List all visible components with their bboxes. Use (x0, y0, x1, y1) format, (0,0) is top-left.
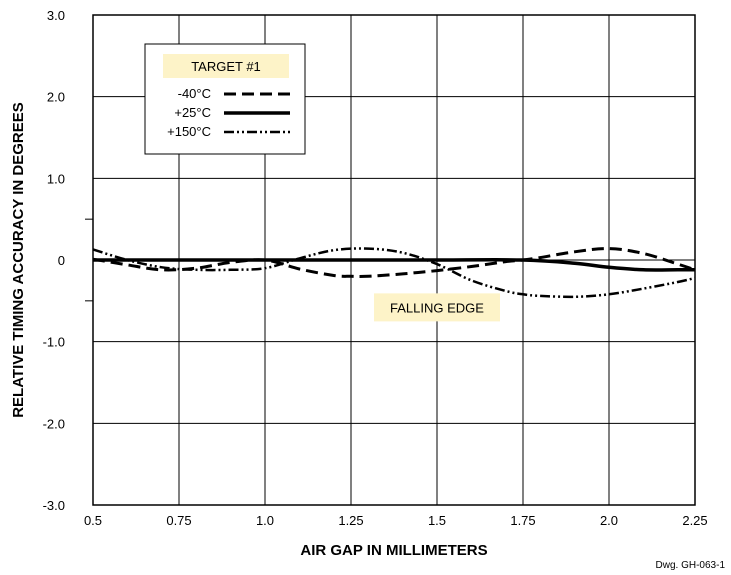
series-line-minus40 (92, 247, 696, 279)
x-tick-label: 2.0 (600, 513, 618, 528)
x-axis-title: AIR GAP IN MILLIMETERS (300, 542, 487, 559)
annotation-falling-edge: FALLING EDGE (374, 293, 500, 322)
series-line-plus150 (92, 247, 696, 299)
legend-title: TARGET #1 (191, 59, 261, 74)
series-line-plus25 (93, 258, 695, 272)
legend-label-plus25: +25°C (174, 105, 211, 120)
plot-frame (92, 14, 696, 506)
drawing-number: Dwg. GH-063-1 (655, 560, 725, 571)
legend-label-minus40: -40°C (178, 86, 211, 101)
x-tick-label: 0.75 (166, 513, 191, 528)
y-axis-title: RELATIVE TIMING ACCURACY IN DEGREES (10, 102, 27, 418)
x-tick-label: 0.5 (84, 513, 102, 528)
y-tick-label: 1.0 (47, 171, 65, 186)
x-tick-label: 1.5 (428, 513, 446, 528)
x-tick-label: 1.75 (510, 513, 535, 528)
y-tick-label: -1.0 (43, 335, 65, 350)
x-tick-label: 1.0 (256, 513, 274, 528)
y-tick-label: -2.0 (43, 416, 65, 431)
y-tick-label: 2.0 (47, 90, 65, 105)
annotation-text: FALLING EDGE (390, 300, 484, 315)
y-tick-label: -3.0 (43, 498, 65, 513)
series-group (92, 247, 696, 299)
legend: TARGET #1 -40°C +25°C +150°C (144, 43, 306, 155)
x-tick-label: 1.25 (338, 513, 363, 528)
legend-title-background (163, 54, 289, 78)
legend-label-plus150: +150°C (167, 124, 211, 139)
annotation-background (374, 293, 500, 322)
y-tick-label: 0 (58, 253, 65, 268)
x-tick-label: 2.25 (682, 513, 707, 528)
ticks: 0.5 0.75 1.0 1.25 1.5 1.75 2.0 2.25 3.0 2.0 1.0 0 -1… (43, 8, 708, 528)
y-tick-label: 3.0 (47, 8, 65, 23)
